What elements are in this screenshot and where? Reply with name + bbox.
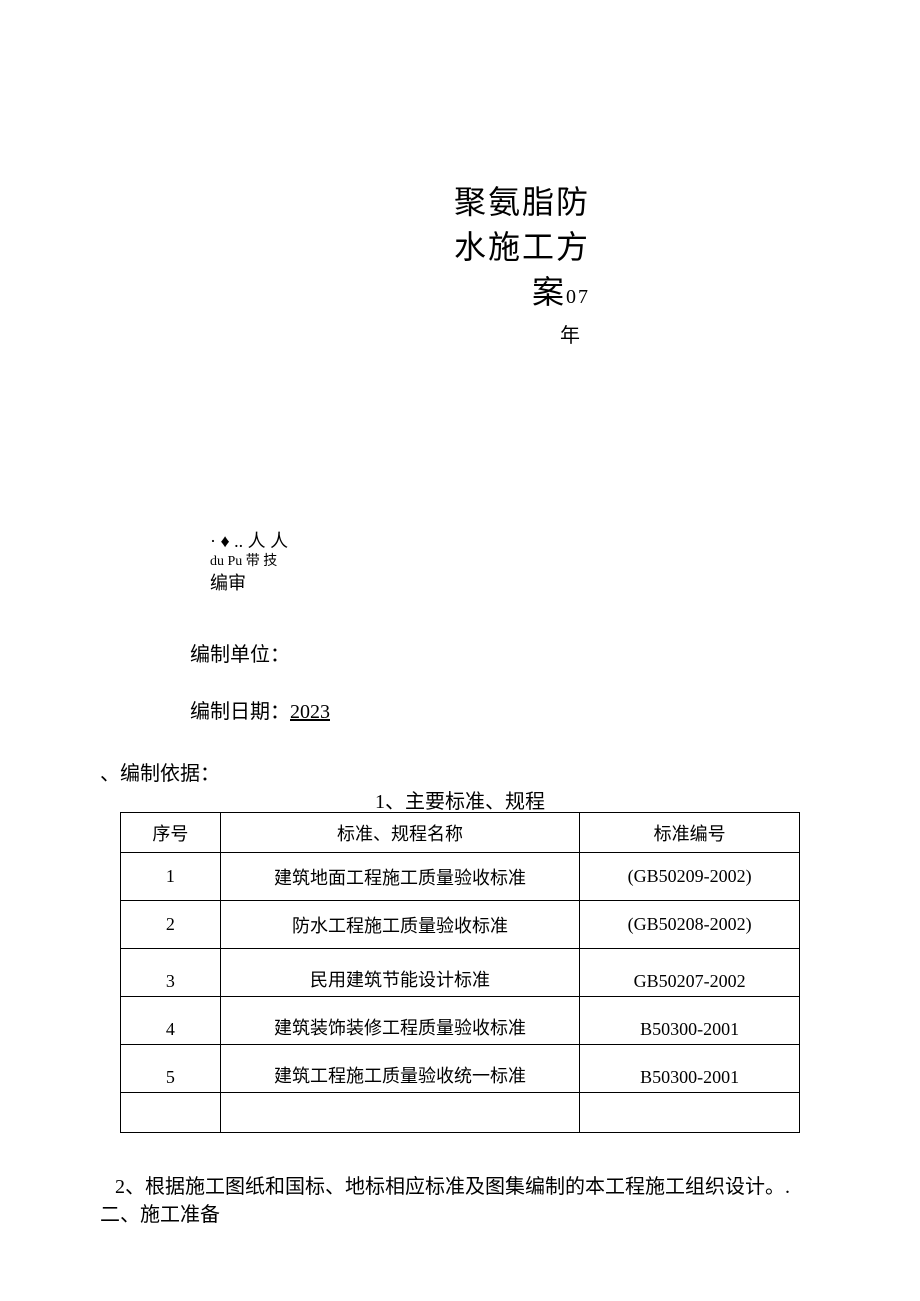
cell-seq: 3 (121, 949, 221, 997)
cell-code: GB50207-2002 (580, 949, 800, 997)
cell-seq: 2 (121, 901, 221, 949)
cell-code: (GB50208-2002) (580, 901, 800, 949)
unit-label: 编制单位： (190, 644, 290, 666)
cell-name: 防水工程施工质量验收标准 (220, 901, 579, 949)
title-year: 年 (410, 319, 590, 348)
cell-code: (GB50209-2002) (580, 853, 800, 901)
cell-seq: 5 (121, 1045, 221, 1093)
cell-code: B50300-2001 (580, 997, 800, 1045)
meta-line-3: 编审 (210, 572, 288, 595)
table-title: 1、主要标准、规程 (0, 785, 920, 814)
title-suffix: 07 (566, 286, 590, 308)
paragraph-2: 2、根据施工图纸和国标、地标相应标准及图集编制的本工程施工组织设计。. (115, 1170, 790, 1199)
cell-name: 民用建筑节能设计标准 (220, 949, 579, 997)
cell-name: 建筑地面工程施工质量验收标准 (220, 853, 579, 901)
cell-name: 建筑装饰装修工程质量验收标准 (220, 997, 579, 1045)
section-2-heading: 二、施工准备 (100, 1198, 220, 1227)
table-row: 5 建筑工程施工质量验收统一标准 B50300-2001 (121, 1045, 800, 1093)
meta-line-1: · ♦ .. 人 人 (210, 530, 288, 553)
table-row: 3 民用建筑节能设计标准 GB50207-2002 (121, 949, 800, 997)
standards-table: 序号 标准、规程名称 标准编号 1 建筑地面工程施工质量验收标准 (GB5020… (120, 812, 800, 1133)
date-value: 2023 (290, 701, 330, 723)
col-header-seq: 序号 (121, 813, 221, 853)
title-line-3: 案07 (410, 270, 590, 315)
title-line-1: 聚氨脂防 (410, 180, 590, 225)
cell-seq: 1 (121, 853, 221, 901)
document-title: 聚氨脂防 水施工方 案07 年 (410, 180, 590, 348)
section-1-heading: 、编制依据： (100, 757, 220, 786)
col-header-code: 标准编号 (580, 813, 800, 853)
table-empty-row (121, 1093, 800, 1133)
table-header-row: 序号 标准、规程名称 标准编号 (121, 813, 800, 853)
compilation-date: 编制日期：2023 (190, 695, 330, 724)
cell-seq: 4 (121, 997, 221, 1045)
meta-line-2: du Pu 带 技 (210, 553, 288, 571)
col-header-name: 标准、规程名称 (220, 813, 579, 853)
meta-block: · ♦ .. 人 人 du Pu 带 技 编审 (210, 530, 288, 595)
date-label: 编制日期： (190, 701, 290, 723)
table-row: 1 建筑地面工程施工质量验收标准 (GB50209-2002) (121, 853, 800, 901)
compilation-unit: 编制单位： (190, 638, 290, 667)
table-row: 4 建筑装饰装修工程质量验收标准 B50300-2001 (121, 997, 800, 1045)
cell-name: 建筑工程施工质量验收统一标准 (220, 1045, 579, 1093)
cell-code: B50300-2001 (580, 1045, 800, 1093)
table-row: 2 防水工程施工质量验收标准 (GB50208-2002) (121, 901, 800, 949)
title-line-2: 水施工方 (410, 225, 590, 270)
